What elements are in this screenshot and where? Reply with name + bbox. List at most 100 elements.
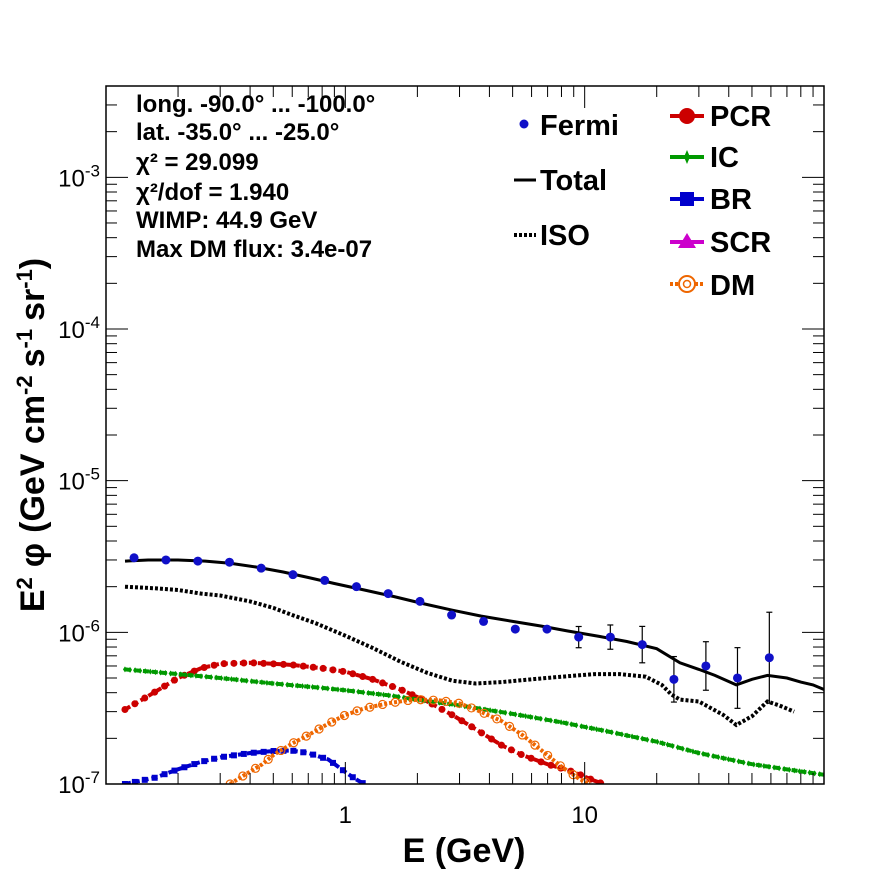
series-ic-marker bbox=[224, 675, 229, 682]
y-label-cm-sup: -2 bbox=[12, 375, 37, 395]
series-ic-marker bbox=[812, 770, 817, 777]
series-dm-marker bbox=[238, 771, 248, 781]
legend-label-dm: DM bbox=[710, 270, 755, 302]
series-dm-marker bbox=[403, 695, 413, 706]
series-pcr-marker bbox=[359, 673, 367, 681]
series-dm-marker bbox=[466, 703, 477, 713]
series-ic-marker bbox=[163, 670, 168, 677]
series-br-marker bbox=[300, 749, 307, 756]
x-tick-label: 10 bbox=[571, 802, 598, 829]
series-ic-marker bbox=[503, 709, 508, 716]
series-pcr-marker bbox=[200, 664, 208, 672]
series-ic-marker bbox=[381, 691, 386, 698]
y-label-sr-sup: -1 bbox=[12, 269, 37, 289]
series-ic-marker bbox=[214, 674, 219, 681]
series-ic-marker bbox=[685, 747, 690, 754]
series-ic-marker bbox=[635, 734, 640, 741]
series-br-marker bbox=[141, 776, 148, 783]
info-line-latitude: lat. -35.0° ... -25.0° bbox=[136, 119, 339, 146]
fermi-point bbox=[288, 570, 298, 580]
series-pcr-marker bbox=[260, 659, 268, 667]
series-dm-marker bbox=[225, 779, 235, 784]
series-ic-marker bbox=[325, 685, 330, 692]
y-label-s: s bbox=[14, 348, 52, 367]
series-ic-marker bbox=[193, 672, 198, 679]
series-iso-line bbox=[124, 584, 795, 728]
series-ic-marker bbox=[361, 689, 366, 696]
series-ic-marker bbox=[589, 725, 594, 732]
series-ic-marker bbox=[772, 764, 777, 771]
series-ic-marker bbox=[670, 743, 675, 750]
series-ic-marker bbox=[711, 753, 716, 760]
series-ic-marker bbox=[650, 737, 655, 744]
y-tick-label-base: 10 bbox=[58, 165, 85, 192]
y-tick-label: 10-4 bbox=[58, 313, 100, 344]
series-ic-marker bbox=[239, 677, 244, 684]
y-label-s-sup: -1 bbox=[12, 329, 37, 349]
fermi-point bbox=[224, 557, 234, 567]
series-ic-marker bbox=[665, 741, 670, 748]
series-pcr-marker bbox=[190, 667, 198, 675]
series-pcr-marker bbox=[468, 723, 476, 731]
series-dm-marker bbox=[289, 738, 299, 748]
fermi-point bbox=[542, 624, 552, 634]
series-ic-marker bbox=[138, 667, 143, 674]
series-ic-marker bbox=[574, 722, 579, 729]
series-ic-marker bbox=[614, 730, 619, 737]
series-ic-marker bbox=[244, 677, 249, 684]
series-br-marker bbox=[201, 758, 208, 765]
series-pcr-marker bbox=[329, 666, 337, 674]
series-ic-marker bbox=[604, 728, 609, 735]
series-ic-marker bbox=[564, 720, 569, 727]
series-pcr-marker bbox=[170, 676, 178, 684]
series-ic-marker bbox=[538, 715, 543, 722]
series-ic-marker bbox=[579, 723, 584, 730]
series-dm-marker bbox=[543, 750, 553, 761]
series-ic-marker bbox=[290, 682, 295, 689]
series-pcr-marker bbox=[507, 746, 515, 754]
series-pcr-marker bbox=[537, 758, 545, 766]
series-br-marker bbox=[349, 774, 356, 781]
series-br-marker bbox=[270, 748, 277, 755]
legend-marker-pcr bbox=[679, 108, 695, 124]
legend-marker-scr bbox=[678, 233, 696, 248]
series-ic-marker bbox=[310, 684, 315, 691]
series-dm-marker bbox=[339, 710, 350, 721]
series-ic-marker bbox=[122, 666, 127, 673]
series-ic-marker bbox=[807, 769, 812, 776]
series-ic-marker bbox=[675, 744, 680, 751]
series-pcr-marker bbox=[250, 659, 258, 667]
series-pcr-marker bbox=[527, 754, 535, 762]
series-ic-marker bbox=[731, 757, 736, 764]
series-dm-marker bbox=[581, 777, 591, 784]
series-dm-marker bbox=[428, 695, 438, 705]
series-ic-marker bbox=[366, 689, 371, 696]
series-ic-marker bbox=[270, 680, 275, 687]
series-pcr-marker bbox=[270, 660, 278, 668]
y-tick-label-exp: -3 bbox=[85, 161, 100, 180]
legend-label-iso: ISO bbox=[540, 220, 590, 252]
series-ic-marker bbox=[254, 678, 259, 685]
series-ic-marker bbox=[533, 714, 538, 721]
series-dm-marker bbox=[568, 770, 578, 780]
series-dm-marker bbox=[416, 695, 426, 705]
series-ic-marker bbox=[528, 713, 533, 720]
series-pcr-marker bbox=[448, 711, 456, 719]
y-tick-label-exp: -5 bbox=[85, 465, 100, 484]
series-dm-marker bbox=[504, 721, 515, 731]
fermi-point bbox=[383, 589, 393, 599]
series-br-marker bbox=[359, 780, 366, 784]
series-dm-marker bbox=[441, 696, 451, 706]
fermi-point bbox=[320, 575, 330, 585]
series-ic-marker bbox=[356, 688, 361, 695]
series-ic-marker bbox=[584, 724, 589, 731]
series-pcr-marker bbox=[487, 735, 495, 743]
series-ic-marker bbox=[153, 669, 158, 676]
fermi-point bbox=[351, 582, 361, 592]
series-ic-marker bbox=[396, 693, 401, 700]
series-pcr-marker bbox=[379, 679, 387, 687]
series-br-marker bbox=[161, 771, 168, 778]
series-ic-marker bbox=[183, 671, 188, 678]
info-line-max-dm-flux: Max DM flux: 3.4e-07 bbox=[136, 236, 372, 263]
series-pcr-marker bbox=[230, 659, 238, 667]
